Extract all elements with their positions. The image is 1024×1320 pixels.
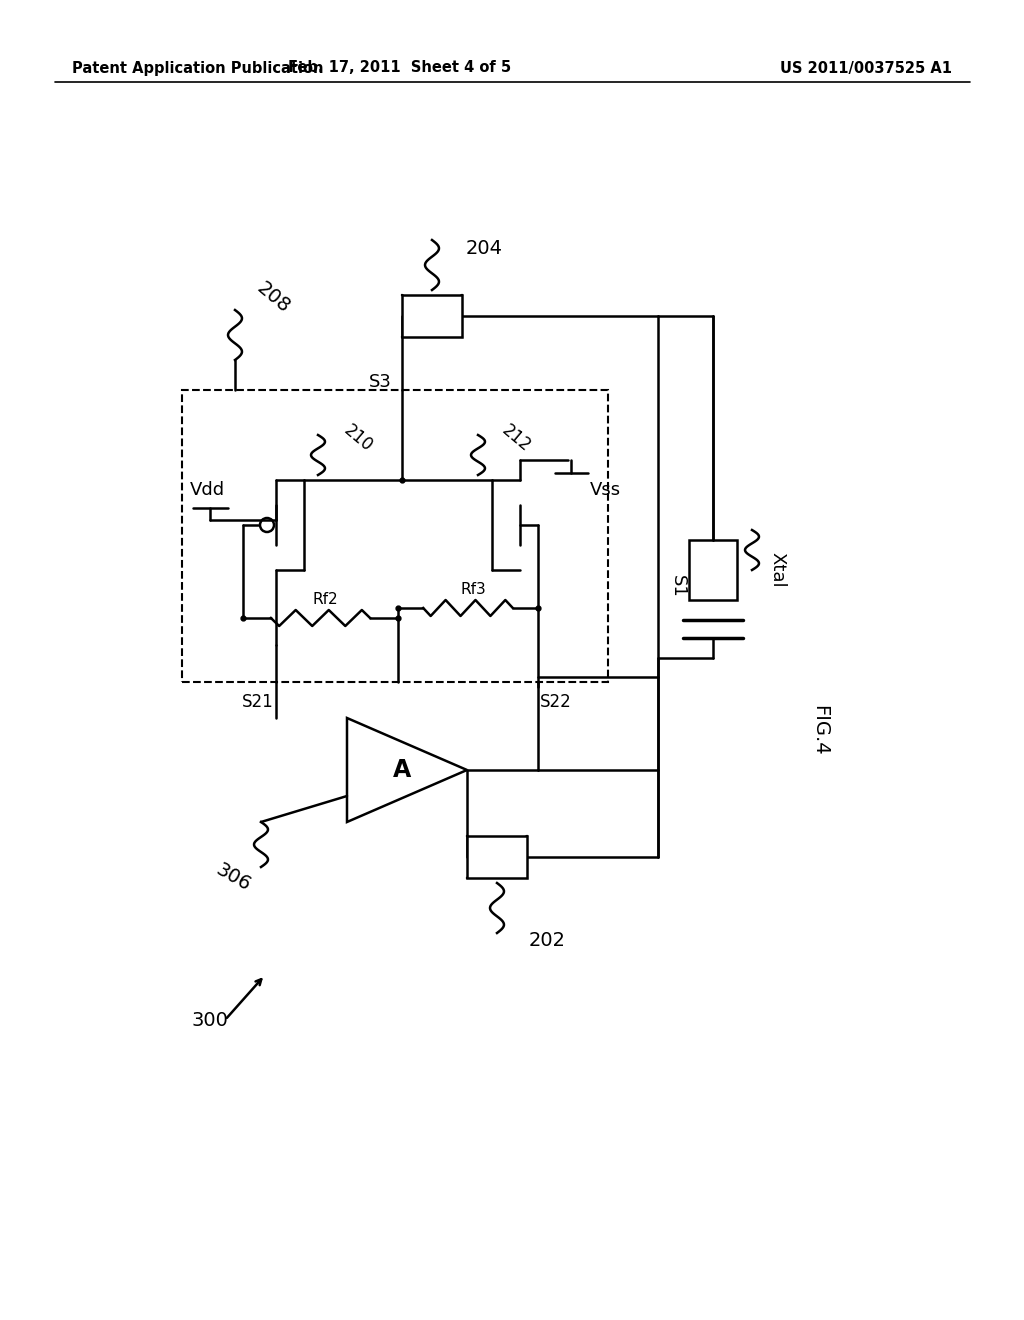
Text: US 2011/0037525 A1: US 2011/0037525 A1 <box>780 61 952 75</box>
Bar <box>182 389 608 682</box>
Text: S3: S3 <box>369 374 391 391</box>
Bar <box>467 836 527 878</box>
Bar <box>402 294 462 337</box>
Text: 306: 306 <box>212 859 254 895</box>
Text: Patent Application Publication: Patent Application Publication <box>72 61 324 75</box>
Text: Vss: Vss <box>590 480 622 499</box>
Text: A: A <box>393 758 411 781</box>
Text: S21: S21 <box>242 693 273 711</box>
Text: 202: 202 <box>528 931 565 949</box>
Text: Rf3: Rf3 <box>460 582 485 598</box>
Text: Feb. 17, 2011  Sheet 4 of 5: Feb. 17, 2011 Sheet 4 of 5 <box>289 61 512 75</box>
Text: Xtal: Xtal <box>768 552 786 587</box>
Text: 210: 210 <box>340 421 376 455</box>
Text: FIG.4: FIG.4 <box>811 705 829 755</box>
Text: Rf2: Rf2 <box>312 593 338 607</box>
Text: 208: 208 <box>253 279 293 317</box>
Bar <box>689 540 737 601</box>
Text: 212: 212 <box>498 421 534 455</box>
Text: 204: 204 <box>466 239 503 257</box>
Text: S1: S1 <box>669 574 687 598</box>
Text: S22: S22 <box>540 693 571 711</box>
Text: Vdd: Vdd <box>189 480 224 499</box>
Text: 300: 300 <box>191 1011 228 1030</box>
